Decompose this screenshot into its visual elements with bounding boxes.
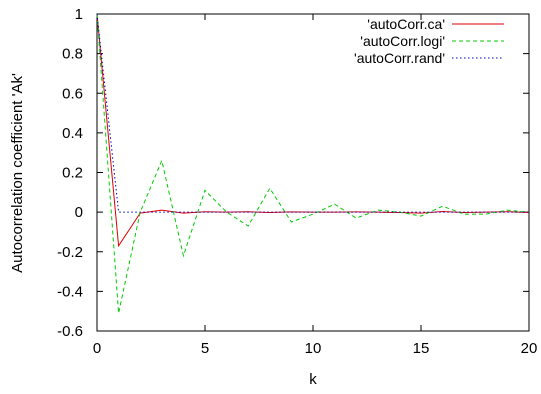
legend-label-2: 'autoCorr.rand' — [354, 50, 445, 66]
x-axis-label: k — [309, 371, 317, 388]
y-tick-label: -0.6 — [57, 323, 83, 340]
y-tick-label: 0.6 — [62, 85, 83, 102]
series-line-2 — [96, 13, 529, 213]
y-tick-label: 0 — [75, 204, 83, 221]
y-tick-label: 0.8 — [62, 46, 83, 63]
x-tick-label: 5 — [201, 340, 209, 357]
x-tick-label: 10 — [305, 340, 322, 357]
y-tick-label: 1 — [75, 6, 83, 23]
legend-label-1: 'autoCorr.logi' — [360, 33, 445, 49]
series-layer — [96, 13, 530, 314]
x-tick-label: 0 — [93, 340, 101, 357]
plot-frame — [96, 13, 530, 332]
y-tick-label: -0.2 — [57, 244, 83, 261]
legend-label-0: 'autoCorr.ca' — [367, 16, 445, 32]
x-tick-label: 20 — [521, 340, 538, 357]
series-line-0 — [96, 13, 530, 248]
x-tick-label: 15 — [413, 340, 430, 357]
axes-layer — [96, 13, 530, 332]
y-tick-label: -0.4 — [57, 283, 83, 300]
legend: 'autoCorr.ca''autoCorr.logi''autoCorr.ra… — [354, 16, 504, 66]
y-tick-label: 0.2 — [62, 165, 83, 182]
series-line-1 — [96, 13, 530, 314]
y-tick-label: 0.4 — [62, 125, 83, 142]
ticks-layer: 0 5 10 15 20 -0.6 -0.4 -0.2 0 0.2 0.4 0.6 0.8 1 — [57, 6, 537, 357]
y-axis-label: Autocorrelation coefficient 'Ak' — [9, 73, 26, 273]
